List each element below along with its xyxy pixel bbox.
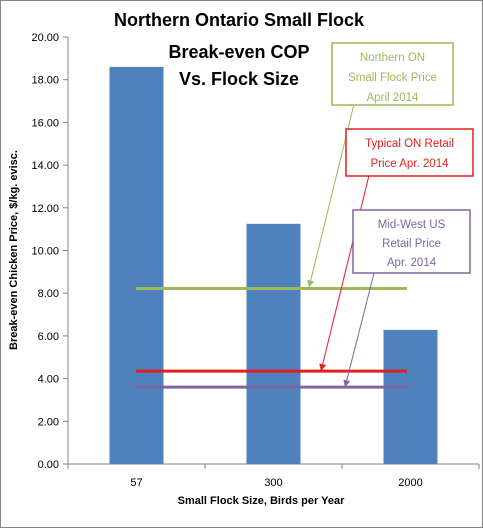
callout-text-2: Typical ON Retail [365, 138, 454, 150]
y-tick-label: 8.00 [38, 288, 59, 300]
callout-arrowhead-2 [319, 363, 327, 372]
plot-area: 0.00 2.00 4.00 6.00 8.00 10.00 12.00 14.00 16.00… [31, 32, 480, 489]
callout-text-2: Price Apr. 2014 [371, 158, 450, 170]
callout-text-3: Apr. 2014 [387, 257, 437, 269]
callout-box-3 [352, 209, 471, 274]
callout-text-1: April 2014 [367, 92, 419, 104]
callouts: Northern ON Small Flock Price April 2014 Ty… [307, 42, 474, 388]
y-tick-label: 6.00 [38, 331, 59, 343]
y-tick-label: 14.00 [31, 160, 59, 172]
chart-title-line-2: Break-even COP [168, 42, 309, 62]
bar-57 [109, 66, 164, 464]
callout-leader-3 [344, 272, 375, 388]
bar-2000 [383, 329, 438, 464]
callout-box-2 [345, 128, 474, 177]
chart-title-line-1: Northern Ontario Small Flock [114, 10, 365, 30]
callout-arrowhead-3 [343, 379, 351, 388]
x-axis-title: Small Flock Size, Birds per Year [178, 495, 345, 507]
callout-text-3: Mid-West US [378, 219, 446, 231]
y-tick-label: 0.00 [38, 459, 59, 471]
callout-3: Mid-West US Retail Price Apr. 2014 [343, 209, 471, 388]
y-axis-title: Break-even Chicken Price, $/kg. evisc. [8, 150, 20, 350]
y-tick-label: 12.00 [31, 203, 59, 215]
callout-box-1 [331, 42, 454, 106]
callout-text-1: Small Flock Price [348, 72, 437, 84]
y-tick-label: 2.00 [38, 416, 59, 428]
callout-text-3: Retail Price [382, 238, 441, 250]
x-tick-label: 57 [130, 477, 142, 489]
y-tick-label: 10.00 [31, 246, 59, 258]
y-tick-label: 4.00 [38, 374, 59, 386]
callout-1: Northern ON Small Flock Price April 2014 [307, 42, 454, 288]
callout-text-1: Northern ON [360, 52, 425, 64]
callout-2: Typical ON Retail Price Apr. 2014 [319, 128, 474, 372]
y-tick-label: 20.00 [31, 32, 59, 44]
bar-300 [246, 223, 301, 464]
x-tick-label: 2000 [398, 477, 422, 489]
chart-title-line-3: Vs. Flock Size [179, 69, 299, 89]
y-tick-label: 16.00 [31, 117, 59, 129]
callout-leader-2 [320, 175, 370, 372]
x-tick-label: 300 [264, 477, 282, 489]
callout-arrowhead-1 [307, 279, 315, 288]
y-tick-label: 18.00 [31, 75, 59, 87]
